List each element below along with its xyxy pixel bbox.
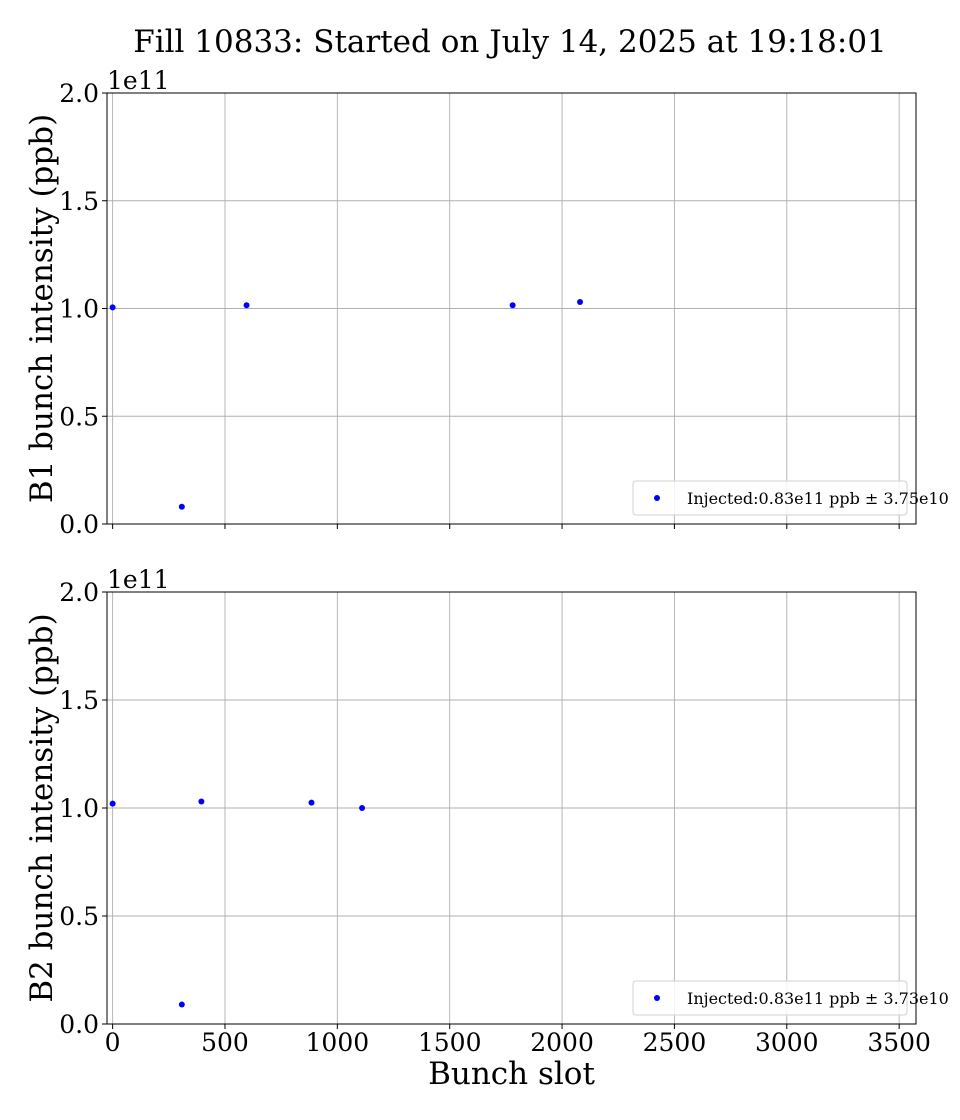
figure-title: Fill 10833: Started on July 14, 2025 at … (133, 24, 887, 60)
x-tick-label: 2000 (530, 1028, 594, 1057)
data-point (178, 503, 185, 510)
y-tick-label: 2.0 (59, 578, 99, 607)
chart-panel-2: 0 500 1000 1500 2000 2500 3000 3500 0.0 0.5 1.0 1.5… (24, 565, 949, 1092)
data-point (109, 800, 116, 807)
chart-panel-1: 0.0 0.5 1.0 1.5 2.0 1e11 B1 bunch intensity (p… (24, 66, 949, 539)
y-tick-label: 0.0 (59, 510, 99, 539)
x-tick-label: 1000 (306, 1028, 370, 1057)
x-tick-label: 3000 (755, 1028, 819, 1057)
y-tick-label: 2.0 (59, 79, 99, 108)
x-tick-label: 500 (201, 1028, 249, 1057)
legend: Injected:0.83e11 ppb ± 3.73e10 (632, 980, 949, 1016)
y-offset-label: 1e11 (107, 565, 170, 594)
y-tick-label: 1.0 (59, 794, 99, 823)
y-offset-label: 1e11 (107, 66, 170, 95)
data-point (509, 302, 516, 309)
data-point (178, 1001, 185, 1008)
x-tick-label: 3500 (867, 1028, 931, 1057)
legend-label: Injected:0.83e11 ppb ± 3.75e10 (687, 489, 949, 508)
y-tick-label: 0.0 (59, 1010, 99, 1039)
x-tick-label: 2500 (643, 1028, 707, 1057)
y-tick-label: 1.0 (59, 295, 99, 324)
y-axis-label: B1 bunch intensity (ppb) (24, 114, 60, 503)
data-point (243, 302, 250, 309)
y-axis-label: B2 bunch intensity (ppb) (24, 613, 60, 1002)
data-point (359, 805, 366, 811)
data-point (198, 798, 205, 805)
x-tick-label: 1500 (418, 1028, 482, 1057)
legend-box (632, 480, 908, 516)
x-tick-label: 0 (105, 1028, 121, 1057)
legend-marker (654, 995, 660, 1001)
legend-label: Injected:0.83e11 ppb ± 3.73e10 (687, 989, 949, 1008)
y-tick-label: 0.5 (59, 402, 99, 431)
legend: Injected:0.83e11 ppb ± 3.75e10 (632, 480, 949, 516)
data-point (577, 299, 584, 306)
y-tick-label: 0.5 (59, 902, 99, 931)
y-tick-label: 1.5 (59, 686, 99, 715)
legend-box (632, 980, 908, 1016)
x-axis-label: Bunch slot (428, 1056, 595, 1092)
data-point (308, 799, 315, 806)
data-point (109, 304, 116, 311)
legend-marker (654, 495, 660, 501)
y-tick-label: 1.5 (59, 187, 99, 216)
